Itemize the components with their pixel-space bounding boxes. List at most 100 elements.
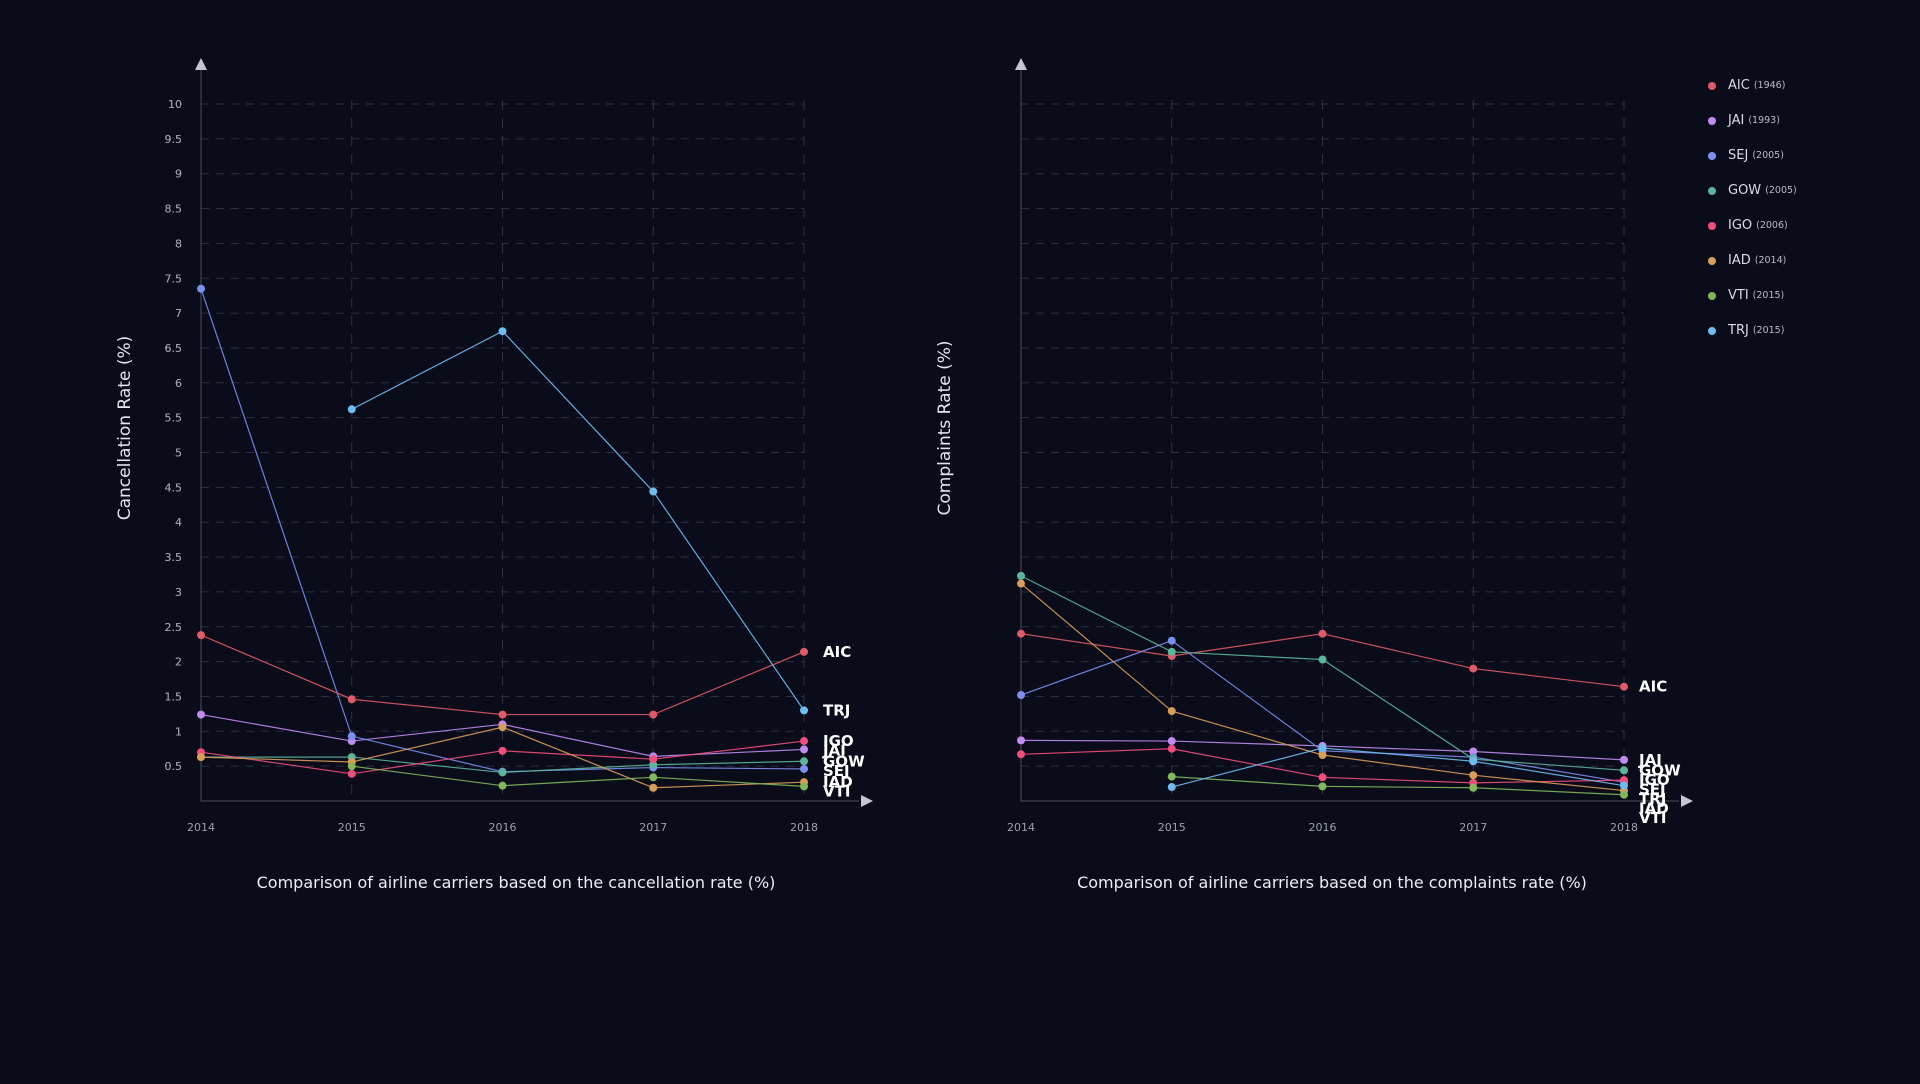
legend-year-aic: (1946) (1753, 80, 1786, 91)
chart-title: Comparison of airline carriers based on … (1077, 873, 1587, 892)
legend-item-igo[interactable]: IGO (2006) (1708, 208, 1797, 243)
end-label: IGO (823, 732, 854, 750)
legend-item-sej[interactable]: SEJ (2005) (1708, 138, 1797, 173)
legend-item-vti[interactable]: VTI (2015) (1708, 278, 1797, 313)
legend-dot-jai (1708, 116, 1716, 125)
y-tick-label: 6.5 (165, 342, 183, 355)
y-tick-label: 4 (175, 516, 182, 529)
end-label: JAI (1638, 751, 1662, 769)
legend-label-vti: VTI (1728, 288, 1749, 303)
y-tick-label: 7.5 (165, 272, 183, 285)
y-tick-label: 10 (168, 98, 182, 111)
chart-1: 0.5 1 1.5 2 2.5 3 3.5 4 4.5 5 5.5 6 6.5 7 7.5 8 8.5 9 9.5 1… (115, 58, 873, 892)
y-tick-label: 7 (175, 307, 182, 320)
legend-item-jai[interactable]: JAI (1993) (1708, 103, 1797, 138)
series-line-iad (1020, 583, 1625, 792)
data-point-iad (1167, 707, 1176, 716)
y-tick-label: 9.5 (165, 133, 183, 146)
y-tick-label: 4.5 (165, 481, 183, 494)
y-tick-label: 2 (175, 656, 182, 669)
y-tick-label: 2.5 (165, 621, 183, 634)
x-tick-label: 2014 (1007, 821, 1035, 834)
series-line-trj (351, 330, 805, 711)
data-point-iad (1469, 771, 1478, 780)
data-point-sej (197, 284, 205, 293)
data-point-trj (800, 706, 808, 715)
data-point-iad (197, 753, 205, 762)
data-point-igo (649, 755, 658, 764)
data-point-trj (1318, 744, 1327, 753)
end-label: VTI (1639, 809, 1666, 827)
end-label: GOW (823, 752, 865, 770)
x-tick-label: 2017 (1459, 821, 1487, 834)
data-point-jai (197, 710, 205, 719)
legend-item-trj[interactable]: TRJ (2015) (1708, 313, 1797, 348)
x-tick-label: 2015 (338, 821, 366, 834)
legend-label-aic: AIC (1728, 78, 1750, 93)
y-axis-label: Complaints Rate (%) (935, 341, 955, 516)
y-axis-arrow-icon (1015, 58, 1027, 70)
y-tick-label: 6.5 (165, 342, 183, 355)
y-tick-label: 7.5 (165, 272, 183, 285)
y-tick-label: 5.5 (165, 412, 183, 425)
legend-label-sej: SEJ (1728, 148, 1749, 163)
legend-dot-vti (1708, 291, 1716, 300)
data-point-jai (1017, 736, 1025, 745)
y-tick-label: 6 (175, 377, 182, 390)
y-tick-label: 9.5 (165, 133, 183, 146)
y-tick-label: 1 (175, 725, 182, 738)
legend-year-iad: (2014) (1754, 255, 1787, 266)
y-tick-label: 1.5 (165, 690, 183, 703)
legend-year-jai: (1993) (1748, 115, 1780, 126)
data-point-igo (1167, 744, 1176, 753)
data-point-aic (197, 631, 205, 640)
data-point-gow (800, 757, 808, 766)
data-point-trj (649, 487, 658, 496)
y-tick-label: 5 (175, 447, 182, 460)
y-tick-label: 3 (175, 586, 182, 599)
data-point-iad (1017, 579, 1025, 588)
data-point-igo (800, 737, 808, 746)
y-axis-arrow-icon (195, 58, 207, 70)
data-point-jai (1167, 737, 1176, 746)
y-tick-label: 8.5 (165, 203, 183, 216)
x-axis-arrow-icon (861, 795, 873, 807)
legend: AIC (1946) JAI (1993) SEJ (2005) GOW (20… (1708, 68, 1797, 348)
legend-item-iad[interactable]: IAD (2014) (1708, 243, 1797, 278)
data-point-trj (1167, 783, 1176, 792)
data-point-vti (649, 773, 658, 782)
y-tick-label: 7 (175, 307, 182, 320)
data-point-vti (1318, 782, 1327, 791)
data-point-gow (649, 760, 658, 769)
end-label: TRJ (1639, 790, 1666, 808)
y-tick-label: 4.5 (165, 481, 183, 494)
data-point-gow (1167, 647, 1176, 656)
data-point-vti (1469, 783, 1478, 792)
y-tick-label: 3 (175, 586, 182, 599)
x-axis-arrow-icon (1681, 795, 1693, 807)
series-line-vti (351, 765, 805, 787)
y-tick-label: 0.5 (165, 760, 183, 773)
data-point-trj (498, 327, 507, 336)
series-line-vti (1171, 776, 1625, 796)
data-point-vti (347, 762, 356, 771)
data-point-gow (498, 768, 507, 777)
legend-dot-sej (1708, 151, 1716, 160)
data-point-vti (498, 781, 507, 790)
legend-dot-gow (1708, 186, 1716, 195)
y-tick-label: 10 (168, 98, 182, 111)
end-label: AIC (823, 643, 851, 661)
legend-year-igo: (2006) (1756, 220, 1788, 231)
end-label: SEJ (823, 762, 850, 780)
data-point-aic (498, 710, 507, 719)
legend-label-gow: GOW (1728, 183, 1762, 198)
end-label: AIC (1639, 678, 1667, 696)
legend-item-aic[interactable]: AIC (1946) (1708, 68, 1797, 103)
x-tick-label: 2016 (489, 821, 517, 834)
data-point-sej (1017, 691, 1025, 700)
end-label: TRJ (823, 701, 850, 719)
legend-item-gow[interactable]: GOW (2005) (1708, 173, 1797, 208)
data-point-sej (1167, 636, 1176, 645)
